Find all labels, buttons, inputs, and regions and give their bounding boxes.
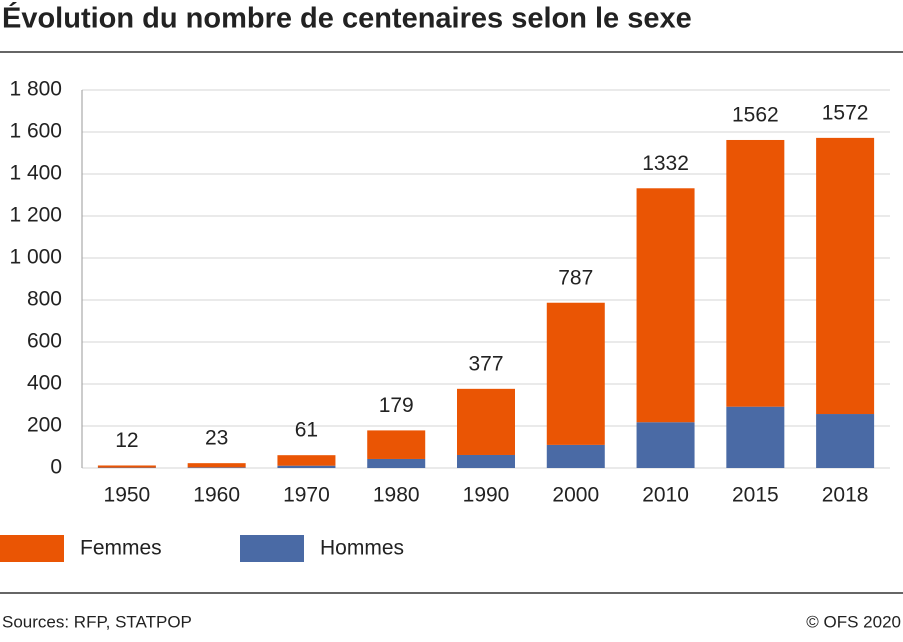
bar-segment: [457, 455, 515, 468]
x-tick-label: 2000: [552, 484, 599, 507]
bar-segment: [726, 140, 784, 407]
bar-segment: [367, 430, 425, 459]
x-tick-label: 1990: [463, 484, 510, 507]
x-tick-label: 1950: [104, 484, 151, 507]
copyright: © OFS 2020: [806, 612, 901, 631]
total-label: 1572: [822, 101, 869, 124]
total-label: 787: [558, 266, 593, 289]
y-tick-label: 1 000: [9, 246, 62, 269]
legend-swatch: [240, 535, 304, 562]
y-tick-label: 1 400: [9, 162, 62, 185]
total-label: 12: [115, 429, 138, 452]
total-label: 23: [205, 427, 228, 450]
bar-segment: [457, 389, 515, 455]
legend-label: Hommes: [320, 537, 404, 560]
total-label: 377: [468, 352, 503, 375]
y-tick-label: 1 800: [9, 78, 62, 101]
chart-title: Évolution du nombre de centenaires selon…: [2, 1, 692, 35]
bar-segment: [547, 303, 605, 445]
x-tick-label: 2010: [642, 484, 689, 507]
legend-label: Femmes: [80, 537, 162, 560]
bar-segment: [277, 455, 335, 466]
bar-segment: [726, 407, 784, 468]
bar-segment: [188, 463, 246, 467]
y-tick-label: 800: [27, 288, 62, 311]
x-tick-label: 1960: [193, 484, 240, 507]
bar-segment: [547, 445, 605, 468]
y-tick-label: 1 200: [9, 204, 62, 227]
x-tick-label: 2018: [822, 484, 869, 507]
bar-segment: [367, 459, 425, 468]
x-tick-label: 1970: [283, 484, 330, 507]
total-label: 1562: [732, 104, 779, 127]
y-tick-label: 600: [27, 330, 62, 353]
bar-segment: [277, 466, 335, 468]
x-tick-label: 2015: [732, 484, 779, 507]
y-tick-label: 0: [50, 456, 62, 479]
total-label: 61: [295, 419, 318, 442]
bar-segment: [816, 138, 874, 414]
bar-segment: [98, 465, 156, 467]
legend-swatch: [0, 535, 64, 562]
bar-segment: [637, 422, 695, 468]
bar-segment: [188, 467, 246, 468]
bar-segment: [637, 188, 695, 422]
y-tick-label: 200: [27, 414, 62, 437]
total-label: 1332: [642, 152, 689, 175]
y-tick-label: 1 600: [9, 120, 62, 143]
total-label: 179: [379, 394, 414, 417]
bar-segment: [816, 414, 874, 468]
x-tick-label: 1980: [373, 484, 420, 507]
source: Sources: RFP, STATPOP: [2, 612, 192, 631]
y-tick-label: 400: [27, 372, 62, 395]
